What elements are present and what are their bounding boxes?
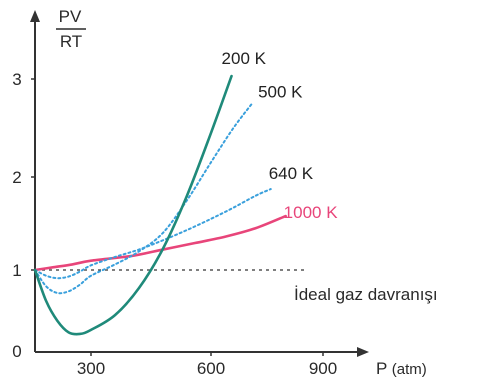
x-axis-label-unit: (atm) bbox=[392, 361, 427, 378]
series-line-640k bbox=[34, 188, 272, 280]
y-axis-label-denominator: RT bbox=[60, 32, 82, 51]
x-axis-label-prefix: P bbox=[376, 359, 387, 378]
series-line-200k bbox=[33, 74, 233, 336]
series-label-500k: 500 K bbox=[258, 83, 303, 102]
y-tick-label: 1 bbox=[12, 261, 21, 280]
y-axis-label-numerator: PV bbox=[59, 7, 82, 26]
y-tick-label: 0 bbox=[12, 342, 21, 361]
y-axis-arrow-icon bbox=[30, 10, 40, 22]
x-tick-label: 600 bbox=[197, 359, 225, 378]
series-line-500k bbox=[34, 102, 254, 295]
x-axis-arrow-icon bbox=[357, 347, 369, 357]
axis-ticks: 0 1 2 3 300 600 900 bbox=[12, 70, 337, 378]
y-tick-label: 2 bbox=[12, 168, 21, 187]
series-label-200k: 200 K bbox=[222, 49, 267, 68]
axes bbox=[30, 10, 369, 357]
series-label-1000k: 1000 K bbox=[284, 203, 339, 222]
ideal-gas-label: İdeal gaz davranışı bbox=[294, 285, 438, 304]
x-axis-label: P (atm) bbox=[376, 359, 427, 378]
series-label-640k: 640 K bbox=[269, 164, 314, 183]
y-tick-label: 3 bbox=[12, 70, 21, 89]
series-line-1000k bbox=[33, 214, 287, 272]
series-group bbox=[33, 74, 287, 336]
series-labels: 200 K 500 K 640 K 1000 K bbox=[222, 49, 339, 222]
x-tick-label: 900 bbox=[309, 359, 337, 378]
x-tick-label: 300 bbox=[77, 359, 105, 378]
